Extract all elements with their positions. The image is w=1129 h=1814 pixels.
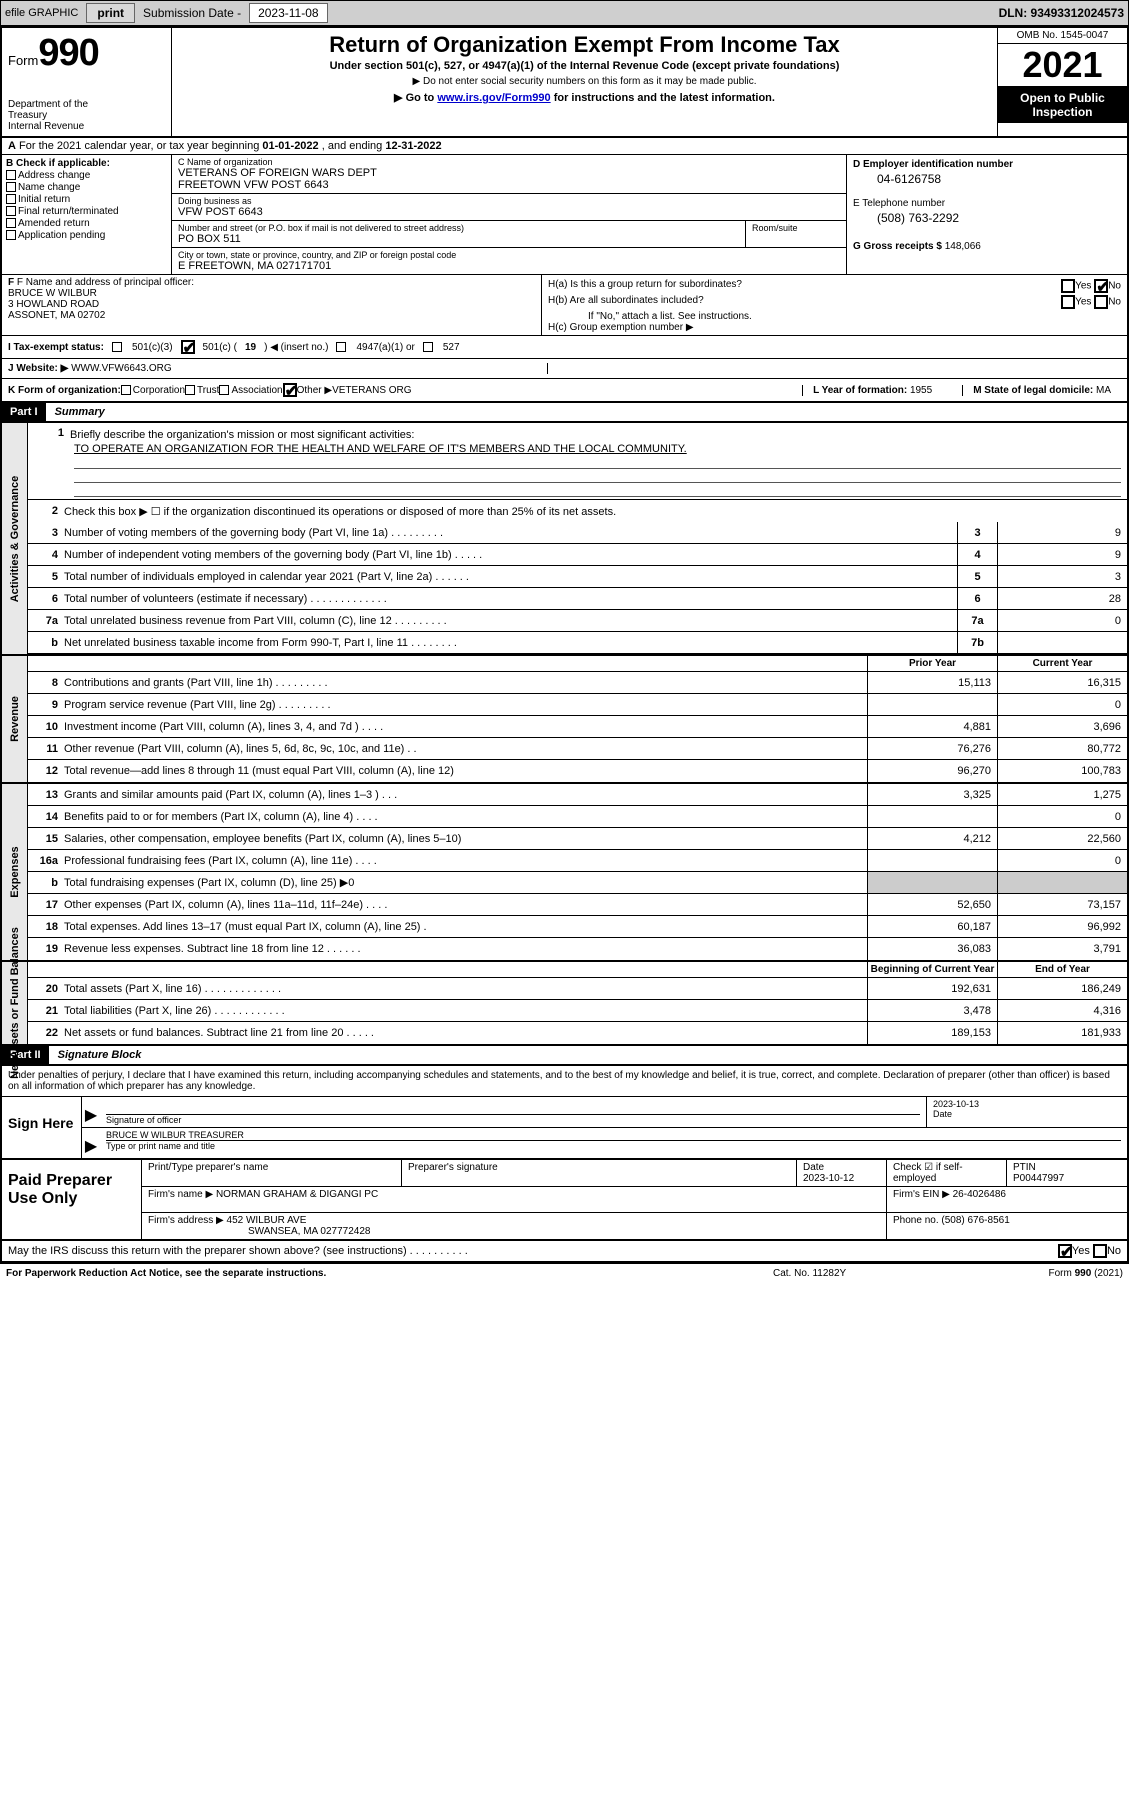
row-i: I Tax-exempt status: 501(c)(3) 501(c) ( …: [2, 336, 1127, 359]
website: WWW.VFW6643.ORG: [71, 363, 172, 374]
vlabel-revenue: Revenue: [9, 696, 21, 742]
row-a: A For the 2021 calendar year, or tax yea…: [2, 138, 1127, 155]
form-990: Form990 Department of theTreasuryInterna…: [0, 26, 1129, 1263]
prep-date: 2023-10-12: [803, 1173, 854, 1184]
line2: Check this box ▶ ☐ if the organization d…: [64, 503, 1127, 520]
part2-title: Signature Block: [52, 1049, 142, 1061]
form-subtitle: Under section 501(c), 527, or 4947(a)(1)…: [178, 60, 991, 72]
firm-name: NORMAN GRAHAM & DIGANGI PC: [216, 1189, 378, 1200]
begin-year-hdr: Beginning of Current Year: [867, 962, 997, 977]
gross-label: G Gross receipts $: [853, 241, 945, 252]
current-year-hdr: Current Year: [997, 656, 1127, 671]
vlabel-netassets: Net Assets or Fund Balances: [9, 927, 21, 1079]
state-domicile: MA: [1096, 385, 1111, 396]
ein-value: 04-6126758: [853, 172, 1121, 186]
form-footer: Form 990 (2021): [973, 1268, 1123, 1279]
form-number: Form990: [8, 32, 165, 75]
org-name-2: FREETOWN VFW POST 6643: [178, 179, 840, 191]
efile-label: efile GRAPHIC: [5, 7, 78, 19]
org-name-1: VETERANS OF FOREIGN WARS DEPT: [178, 167, 840, 179]
officer-label: F Name and address of principal officer:: [17, 277, 194, 288]
open-inspection: Open to Public Inspection: [998, 87, 1127, 123]
form-note-ssn: ▶ Do not enter social security numbers o…: [178, 76, 991, 87]
hb-note: If "No," attach a list. See instructions…: [548, 311, 1121, 322]
toolbar: efile GRAPHIC print Submission Date - 20…: [0, 0, 1129, 26]
tel-value: (508) 763-2292: [853, 211, 1121, 225]
addr-value: PO BOX 511: [178, 233, 739, 245]
prep-name-label: Print/Type preparer's name: [142, 1160, 402, 1186]
prep-sig-label: Preparer's signature: [402, 1160, 797, 1186]
room-label: Room/suite: [746, 221, 846, 247]
ein-label: D Employer identification number: [853, 159, 1013, 170]
vlabel-governance: Activities & Governance: [9, 475, 21, 602]
dept-treasury: Department of theTreasuryInternal Revenu…: [8, 99, 165, 132]
firm-addr1: 452 WILBUR AVE: [227, 1215, 307, 1226]
officer-name: BRUCE W WILBUR: [8, 288, 535, 299]
end-year-hdr: End of Year: [997, 962, 1127, 977]
city-label: City or town, state or province, country…: [178, 250, 840, 260]
line1-label: Briefly describe the organization's miss…: [70, 427, 1121, 443]
firm-addr2: SWANSEA, MA 027772428: [148, 1226, 370, 1237]
org-name-label: C Name of organization: [178, 157, 840, 167]
hb-label: H(b) Are all subordinates included?: [548, 295, 704, 309]
part1-header: Part I: [2, 403, 46, 421]
dln: DLN: 93493312024573: [999, 6, 1124, 20]
sign-here: Sign Here: [2, 1097, 82, 1158]
form-link-row: ▶ Go to www.irs.gov/Form990 for instruct…: [178, 91, 991, 104]
city-value: E FREETOWN, MA 027171701: [178, 260, 840, 272]
hc-label: H(c) Group exemption number ▶: [548, 322, 1121, 333]
firm-ein: 26-4026486: [953, 1189, 1006, 1200]
tax-year: 2021: [998, 44, 1127, 87]
tel-label: E Telephone number: [853, 198, 945, 209]
submission-date: 2023-11-08: [249, 3, 328, 23]
dba-value: VFW POST 6643: [178, 206, 840, 218]
year-formation: 1955: [910, 385, 932, 396]
paid-preparer: Paid Preparer Use Only: [2, 1160, 142, 1239]
submission-label: Submission Date -: [143, 6, 241, 20]
officer-addr1: 3 HOWLAND ROAD: [8, 299, 535, 310]
addr-label: Number and street (or P.O. box if mail i…: [178, 223, 739, 233]
form-title: Return of Organization Exempt From Incom…: [178, 32, 991, 58]
vlabel-expenses: Expenses: [9, 846, 21, 897]
line1-mission: TO OPERATE AN ORGANIZATION FOR THE HEALT…: [74, 443, 1121, 455]
may-discuss: May the IRS discuss this return with the…: [8, 1245, 468, 1257]
cat-no: Cat. No. 11282Y: [773, 1268, 973, 1279]
print-button[interactable]: print: [86, 3, 135, 23]
officer-printed: BRUCE W WILBUR TREASURER: [106, 1130, 1121, 1141]
officer-addr2: ASSONET, MA 02702: [8, 310, 535, 321]
sig-officer-label: Signature of officer: [106, 1115, 181, 1125]
firm-phone: (508) 676-8561: [941, 1215, 1009, 1226]
dba-label: Doing business as: [178, 196, 840, 206]
irs-link[interactable]: www.irs.gov/Form990: [437, 92, 550, 104]
paperwork-notice: For Paperwork Reduction Act Notice, see …: [6, 1268, 773, 1279]
ptin: P00447997: [1013, 1173, 1064, 1184]
ha-label: H(a) Is this a group return for subordin…: [548, 279, 742, 293]
gross-value: 148,066: [945, 241, 981, 252]
prior-year-hdr: Prior Year: [867, 656, 997, 671]
perjury-statement: Under penalties of perjury, I declare th…: [2, 1066, 1127, 1097]
self-employed-check: Check ☑ if self-employed: [887, 1160, 1007, 1186]
omb-number: OMB No. 1545-0047: [998, 28, 1127, 44]
sig-date: 2023-10-13: [933, 1099, 1121, 1109]
org-other: VETERANS ORG: [332, 385, 411, 396]
col-b-checkboxes: B Check if applicable: Address change Na…: [2, 155, 172, 274]
part1-title: Summary: [49, 406, 105, 418]
